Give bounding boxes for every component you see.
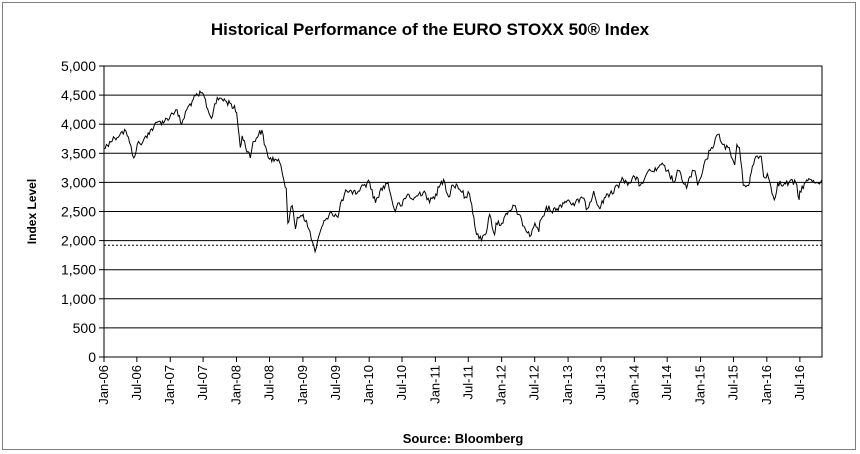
y-tick-label: 500 xyxy=(73,320,97,336)
x-tick-label: Jul-11 xyxy=(460,365,475,399)
chart-frame xyxy=(2,2,856,450)
x-tick-label: Jul-15 xyxy=(725,365,740,400)
x-tick-label: Jul-14 xyxy=(659,365,674,400)
x-tick-label: Jul-07 xyxy=(195,365,210,400)
y-axis-ticks: 0 500 1,000 1,500 2,000 2,500 3,000 3,500 4,000 4… xyxy=(61,58,104,365)
y-tick-label: 4,000 xyxy=(61,116,96,132)
plot-area xyxy=(103,65,823,358)
x-tick-label: Jul-12 xyxy=(527,365,542,400)
y-tick-label: 4,500 xyxy=(61,87,96,103)
x-tick-label: Jan-09 xyxy=(295,365,310,405)
x-tick-label: Jan-16 xyxy=(759,365,774,405)
y-tick-label: 1,000 xyxy=(61,291,96,307)
y-tick-label: 3,500 xyxy=(61,145,96,161)
y-axis-title: Index Level xyxy=(25,179,39,244)
chart-title: Historical Performance of the EURO STOXX… xyxy=(210,20,650,39)
y-tick-label: 3,000 xyxy=(61,174,96,190)
y-tick-label: 2,500 xyxy=(61,204,96,220)
x-tick-label: Jul-08 xyxy=(262,365,277,400)
x-tick-label: Jul-10 xyxy=(394,365,409,400)
x-tick-label: Jul-06 xyxy=(129,365,144,400)
x-tick-label: Jan-06 xyxy=(96,365,111,405)
x-tick-label: Jan-13 xyxy=(560,365,575,405)
x-tick-label: Jul-16 xyxy=(792,365,807,400)
x-tick-label: Jan-08 xyxy=(228,365,243,405)
x-axis-ticks: Jan-06 Jul-06 Jan-07 Jul-07 Jan-08 Jul-08 Jan-… xyxy=(96,357,807,405)
y-tick-label: 5,000 xyxy=(61,58,96,74)
x-tick-label: Jul-13 xyxy=(593,365,608,400)
x-tick-label: Jul-09 xyxy=(328,365,343,400)
y-tick-label: 2,000 xyxy=(61,233,96,249)
y-tick-label: 1,500 xyxy=(61,262,96,278)
x-tick-label: Jan-14 xyxy=(626,365,641,405)
x-tick-label: Jan-10 xyxy=(361,365,376,405)
y-tick-label: 0 xyxy=(88,349,96,365)
grid-layer xyxy=(104,65,822,358)
x-tick-label: Jan-12 xyxy=(494,365,509,405)
source-note: Source: Bloomberg xyxy=(403,431,524,446)
x-tick-label: Jan-11 xyxy=(427,365,442,404)
x-tick-label: Jan-15 xyxy=(693,365,708,405)
x-tick-label: Jan-07 xyxy=(162,365,177,405)
series-line-euro-stoxx-50 xyxy=(104,89,823,254)
